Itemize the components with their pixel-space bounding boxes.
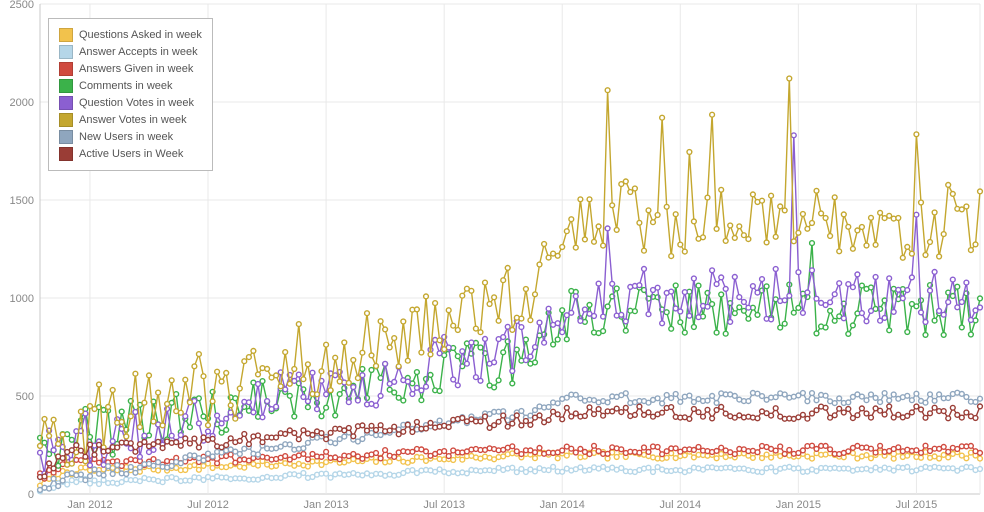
legend-label: Answer Accepts in week [79, 46, 198, 58]
legend-item-answers[interactable]: Answers Given in week [59, 62, 202, 76]
svg-text:2500: 2500 [10, 0, 34, 11]
legend-swatch [59, 45, 73, 59]
legend-swatch [59, 28, 73, 42]
legend-label: Active Users in Week [79, 148, 183, 160]
svg-text:Jan 2014: Jan 2014 [540, 499, 585, 511]
svg-text:1500: 1500 [10, 195, 34, 207]
legend-item-questions[interactable]: Questions Asked in week [59, 28, 202, 42]
legend-item-qvotes[interactable]: Question Votes in week [59, 96, 202, 110]
legend-swatch [59, 96, 73, 110]
chart-container: 0 500 1000 1500 2000 2500 Jan 2012 Jul 2012 Jan … [0, 0, 984, 512]
legend-label: Question Votes in week [79, 97, 194, 109]
legend-label: Answer Votes in week [79, 114, 187, 126]
svg-text:Jan 2012: Jan 2012 [67, 499, 112, 511]
legend-swatch [59, 113, 73, 127]
svg-text:2000: 2000 [10, 97, 34, 109]
svg-text:Jul 2013: Jul 2013 [423, 499, 465, 511]
legend-item-newusers[interactable]: New Users in week [59, 130, 202, 144]
legend-item-avotes[interactable]: Answer Votes in week [59, 113, 202, 127]
svg-text:Jul 2012: Jul 2012 [187, 499, 229, 511]
legend-swatch [59, 147, 73, 161]
legend-swatch [59, 79, 73, 93]
legend-swatch [59, 62, 73, 76]
legend-item-comments[interactable]: Comments in week [59, 79, 202, 93]
svg-text:Jan 2015: Jan 2015 [776, 499, 821, 511]
svg-text:Jan 2013: Jan 2013 [303, 499, 348, 511]
svg-text:500: 500 [16, 391, 34, 403]
legend-item-accepts[interactable]: Answer Accepts in week [59, 45, 202, 59]
svg-text:Jul 2015: Jul 2015 [896, 499, 938, 511]
legend-label: Comments in week [79, 80, 173, 92]
legend-item-active[interactable]: Active Users in Week [59, 147, 202, 161]
legend-label: Questions Asked in week [79, 29, 202, 41]
legend: Questions Asked in week Answer Accepts in… [48, 18, 213, 171]
svg-text:0: 0 [28, 489, 34, 501]
svg-text:1000: 1000 [10, 293, 34, 305]
svg-text:Jul 2014: Jul 2014 [659, 499, 701, 511]
legend-label: Answers Given in week [79, 63, 193, 75]
legend-label: New Users in week [79, 131, 173, 143]
legend-swatch [59, 130, 73, 144]
